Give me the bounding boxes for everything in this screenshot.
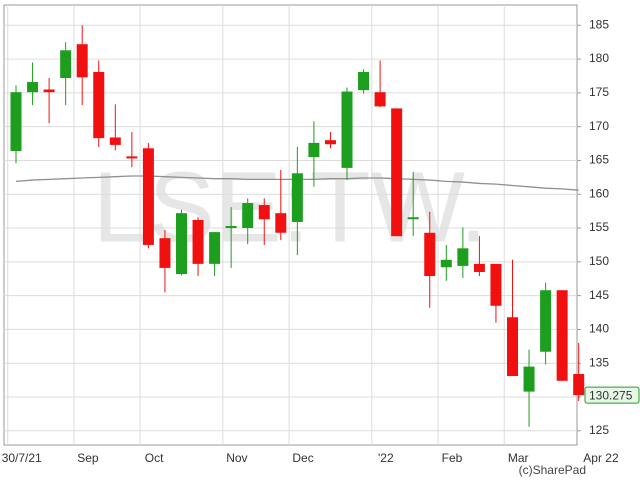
candle-body: [209, 232, 221, 264]
y-tick-label: 155: [589, 220, 609, 234]
y-tick-label: 150: [589, 254, 609, 268]
last-value-label: 130.275: [589, 388, 633, 402]
candle-body: [225, 226, 237, 229]
x-tick-label: Oct: [145, 451, 164, 465]
y-tick-label: 160: [589, 186, 609, 200]
y-tick-label: 185: [589, 17, 609, 31]
candle-body: [43, 89, 55, 93]
candle-body: [93, 71, 105, 139]
candle-body: [490, 263, 502, 306]
y-tick-label: 140: [589, 322, 609, 336]
x-tick-label: Dec: [292, 451, 313, 465]
candle-body: [308, 142, 320, 158]
candle-body: [126, 156, 138, 159]
candle-body: [341, 91, 353, 168]
candle-body: [473, 263, 485, 272]
y-tick-label: 125: [589, 423, 609, 437]
candle-body: [142, 148, 154, 245]
candle-body: [424, 232, 436, 277]
candle-body: [556, 290, 568, 381]
credit: (c)SharePad: [519, 463, 586, 477]
candle-body: [324, 140, 336, 145]
candle-body: [358, 71, 370, 91]
last-value-box: [584, 386, 640, 404]
candle-body: [159, 238, 171, 268]
candle-body: [523, 366, 535, 392]
y-tick-label: 175: [589, 85, 609, 99]
candle-body: [407, 217, 419, 220]
candle-body: [109, 137, 121, 145]
x-tick-label: Apr 22: [583, 451, 619, 465]
x-tick-label: '22: [378, 451, 394, 465]
y-tick-label: 145: [589, 288, 609, 302]
x-tick-label: Mar: [508, 451, 529, 465]
candle-body: [507, 317, 518, 377]
y-tick-label: 135: [589, 355, 609, 369]
candle-body: [192, 219, 204, 264]
candle-body: [258, 205, 270, 220]
candle-body: [440, 259, 452, 268]
y-tick-label: 165: [589, 153, 609, 167]
candle-body: [540, 290, 552, 352]
x-tick-label: 30/7/21: [2, 451, 42, 465]
candle-body: [60, 50, 72, 78]
y-tick-label: 180: [589, 51, 609, 65]
candle-body: [573, 374, 585, 396]
candle-body: [76, 44, 88, 78]
candle-body: [176, 213, 187, 275]
candle-body: [374, 92, 386, 107]
y-tick-label: 170: [589, 119, 609, 133]
x-tick-label: Feb: [442, 451, 463, 465]
candle-body: [27, 82, 39, 93]
candle-body: [242, 203, 254, 229]
x-tick-label: Nov: [226, 451, 247, 465]
x-tick-label: Sep: [77, 451, 99, 465]
candle-body: [391, 108, 403, 237]
candle-body: [457, 248, 469, 266]
candle-body: [291, 173, 303, 222]
candle-body: [275, 213, 287, 233]
watermark: LSE:TW.: [93, 151, 488, 263]
candle-body: [10, 92, 22, 151]
